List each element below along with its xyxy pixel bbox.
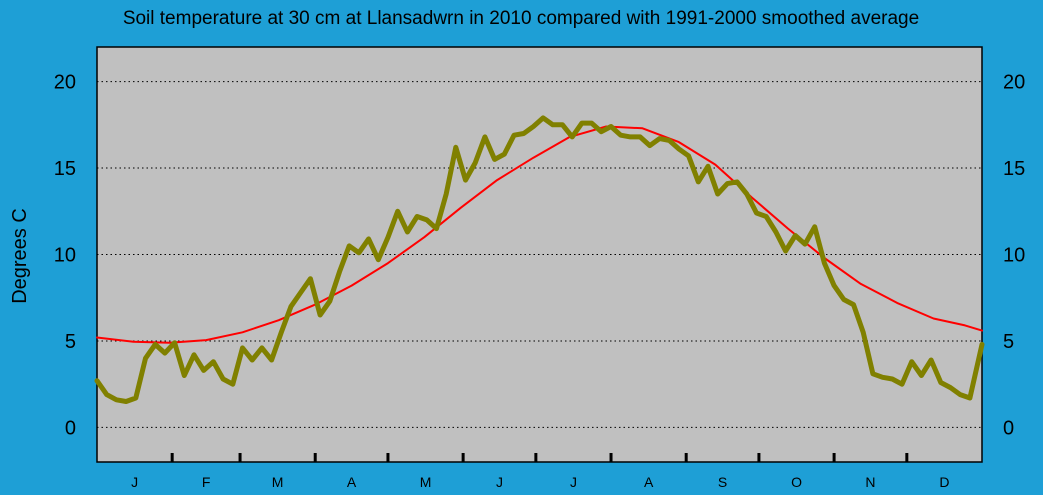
- month-label-9: O: [791, 474, 802, 490]
- y-tick-label-left-3: 15: [54, 158, 76, 180]
- series-layer: [94, 115, 985, 404]
- series-line-0: [96, 125, 983, 344]
- month-label-8: S: [718, 474, 727, 490]
- y-tick-label-right-2: 10: [1003, 245, 1025, 267]
- axis-ticks: [170, 453, 909, 462]
- month-label-4: M: [420, 474, 432, 490]
- y-tick-label-right-4: 20: [1003, 72, 1025, 94]
- month-label-1: F: [202, 474, 211, 490]
- y-tick-label-right-3: 15: [1003, 158, 1025, 180]
- axis-labels: 0 0 5 5 10 10 15 15 20 20 J F M A M J J A S O N D: [54, 72, 1026, 490]
- y-tick-label-left-1: 5: [65, 331, 76, 353]
- month-label-2: M: [272, 474, 284, 490]
- month-label-7: A: [644, 474, 654, 490]
- series-line-1: [94, 115, 985, 404]
- y-tick-label-left-2: 10: [54, 245, 76, 267]
- month-label-3: A: [347, 474, 357, 490]
- y-tick-label-left-0: 0: [65, 417, 76, 439]
- y-tick-label-left-4: 20: [54, 72, 76, 94]
- month-label-0: J: [131, 474, 138, 490]
- y-tick-label-right-1: 5: [1003, 331, 1014, 353]
- month-label-6: J: [570, 474, 577, 490]
- month-label-11: D: [939, 474, 949, 490]
- month-label-5: J: [496, 474, 503, 490]
- y-tick-label-right-0: 0: [1003, 417, 1014, 439]
- month-label-10: N: [865, 474, 875, 490]
- grid-lines: [97, 81, 982, 428]
- y-axis-label: Degrees C: [9, 208, 31, 304]
- chart-title: Soil temperature at 30 cm at Llansadwrn …: [123, 8, 919, 29]
